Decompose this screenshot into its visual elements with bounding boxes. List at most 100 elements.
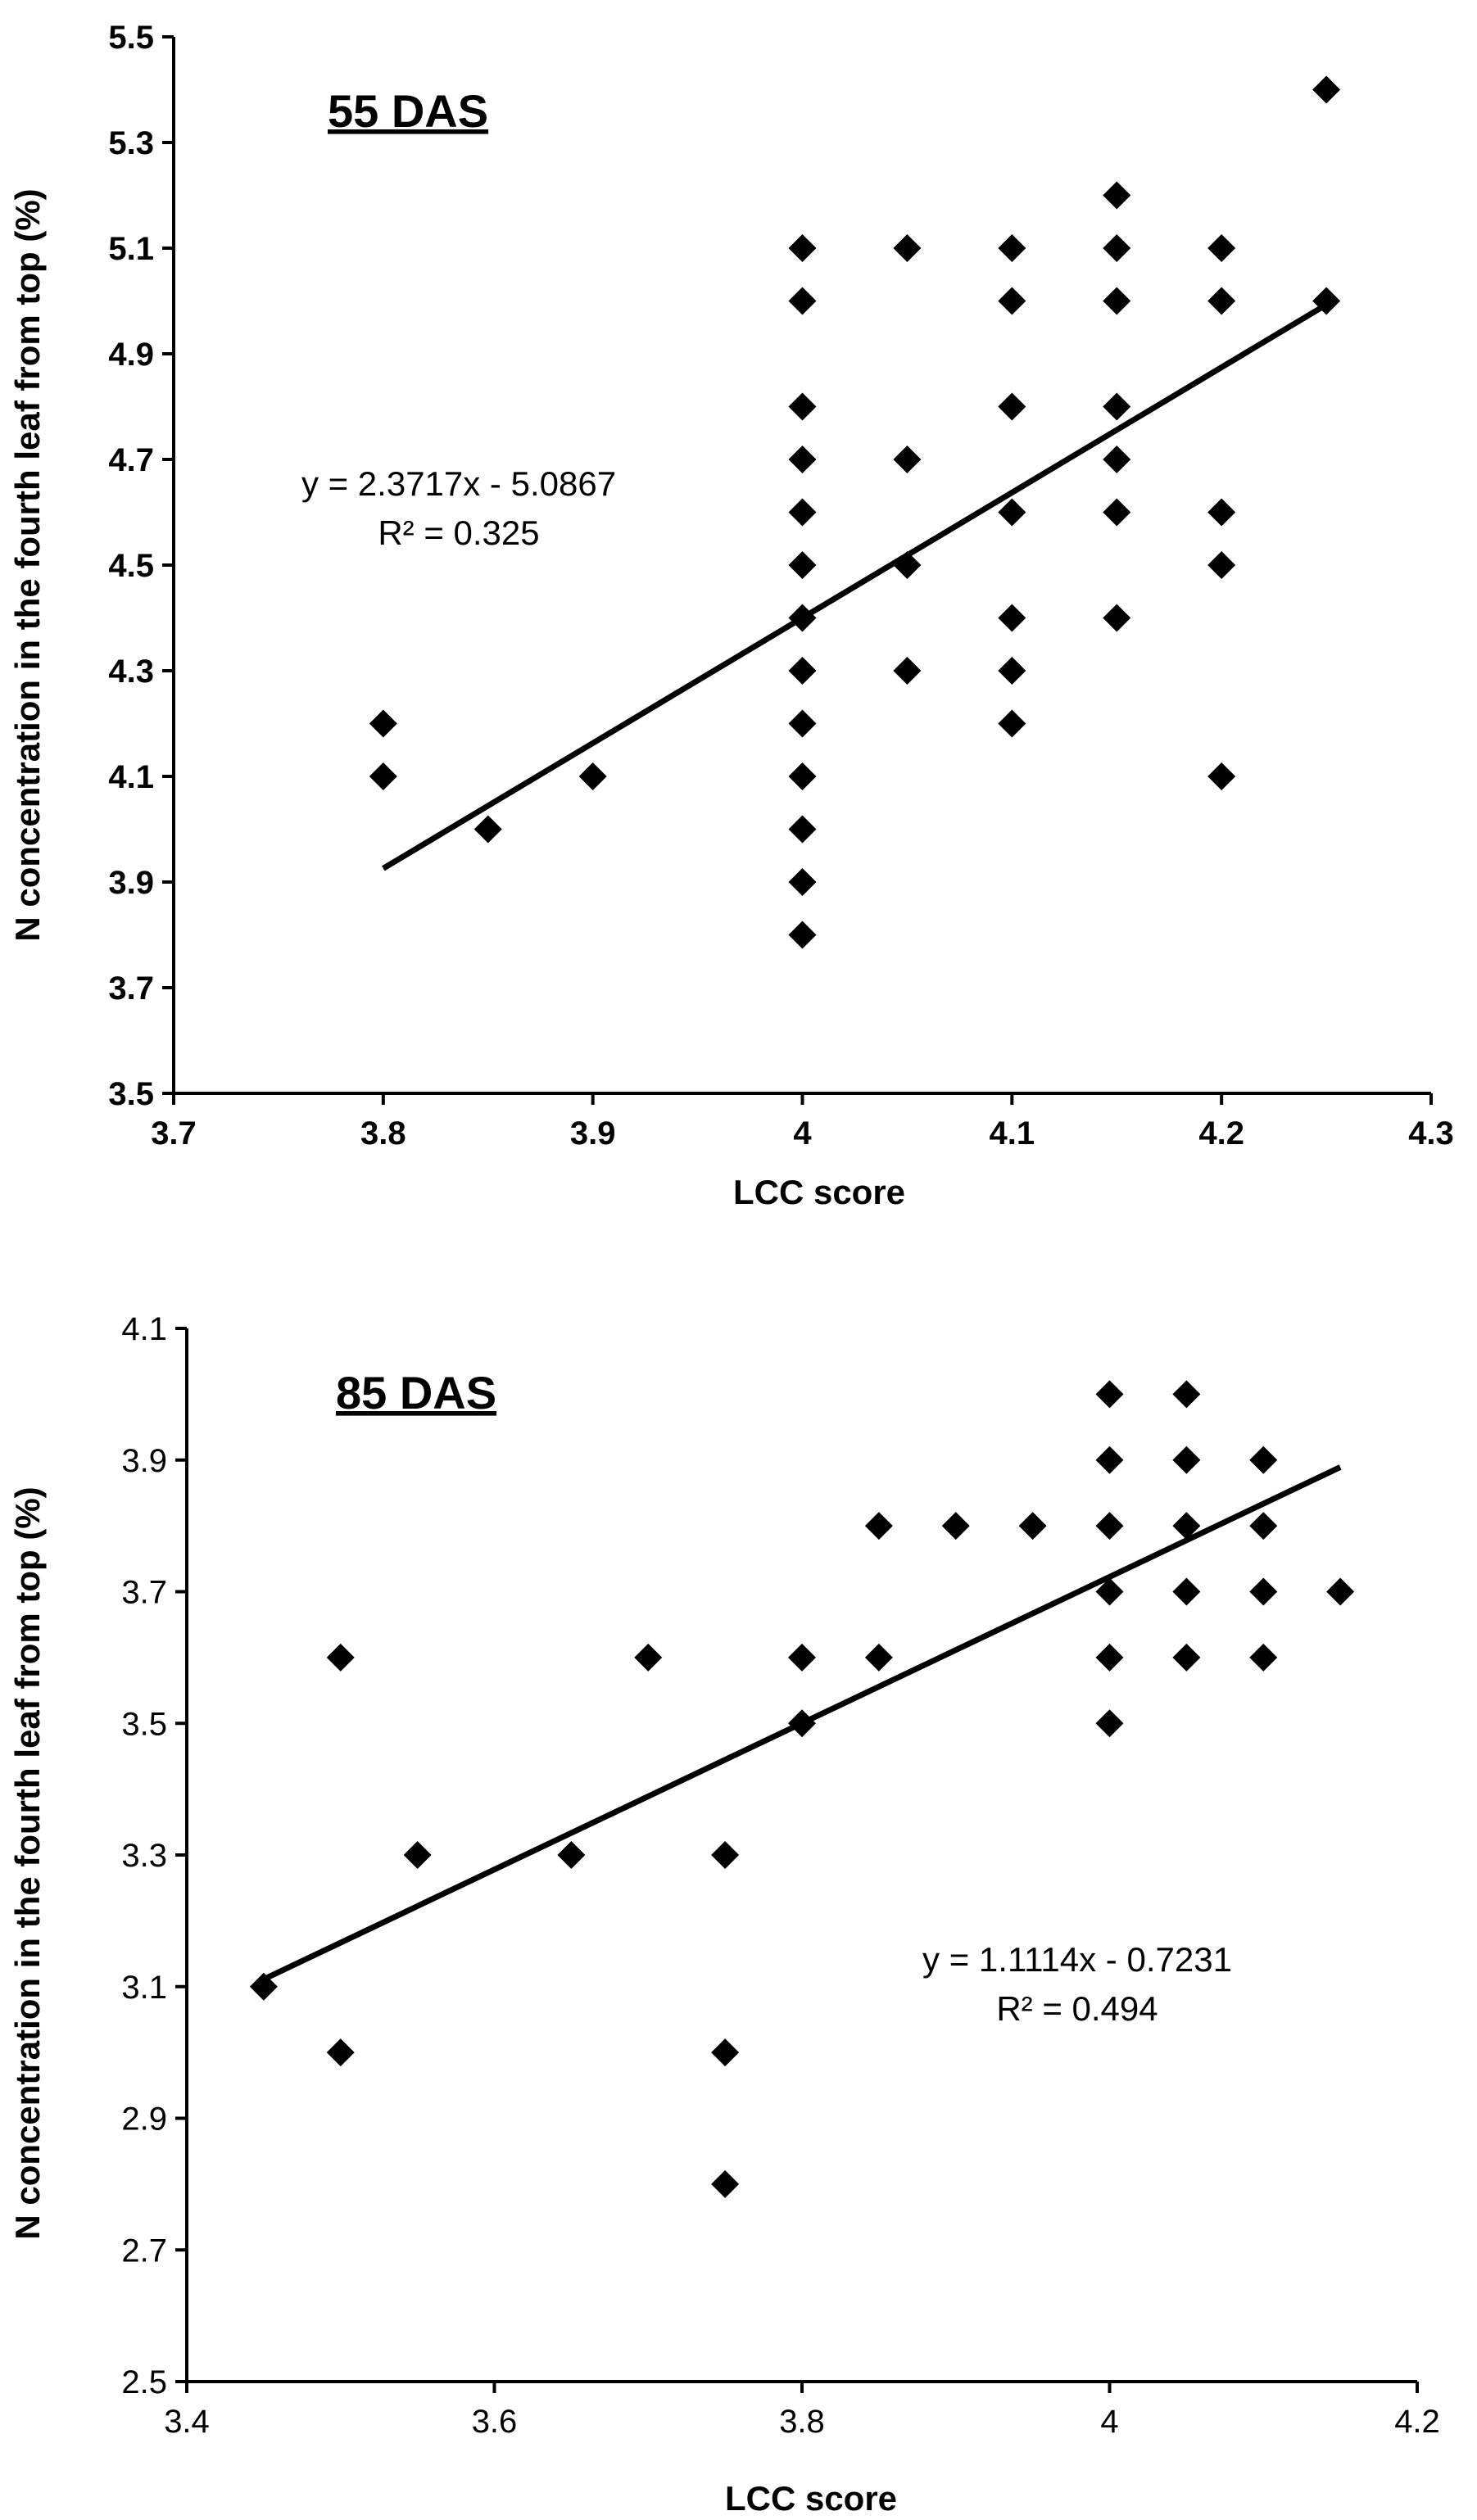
chart-85-das: 3.4 3.6 3.8 4 4.2 2.5 2.7 2.9 3.1 3.3 3.5 3.7 3.9 4.…	[8, 1311, 1440, 2518]
data-point	[1207, 234, 1236, 262]
trendline	[382, 301, 1328, 871]
data-point	[893, 234, 922, 262]
y-tick-label: 5.1	[108, 231, 154, 267]
y-axis-title: N concentration in the fourth leaf from …	[8, 1486, 47, 2239]
x-tick-label: 3.6	[472, 2404, 518, 2440]
data-point	[249, 1972, 278, 2001]
data-point	[788, 657, 817, 685]
data-point	[1172, 1445, 1201, 1474]
x-tick-label: 4	[1100, 2404, 1118, 2440]
data-point	[1249, 1445, 1278, 1474]
y-tick-label: 3.7	[121, 1575, 167, 1611]
data-point	[788, 709, 817, 738]
data-point	[711, 2169, 740, 2198]
data-point	[893, 446, 922, 473]
axes	[185, 1328, 1417, 2383]
data-point	[1103, 392, 1131, 421]
trend-equation: y = 2.3717x - 5.0867	[301, 464, 616, 503]
y-tick-labels: 2.5 2.7 2.9 3.1 3.3 3.5 3.7 3.9 4.1	[121, 1311, 187, 2400]
data-point	[788, 1643, 816, 1672]
data-point	[1207, 498, 1236, 527]
y-tick-label: 4.1	[108, 759, 154, 795]
y-tick-label: 3.3	[121, 1838, 167, 1874]
data-point	[403, 1841, 432, 1869]
data-point	[1103, 181, 1131, 210]
data-point	[893, 657, 922, 685]
data-point	[788, 815, 817, 844]
data-point	[1207, 762, 1236, 790]
data-point	[788, 551, 817, 579]
x-tick-label: 3.7	[151, 1115, 197, 1151]
x-tick-label: 4.2	[1198, 1115, 1244, 1151]
y-tick-label: 3.7	[108, 970, 154, 1007]
data-point	[1095, 1643, 1124, 1672]
panel-label: 55 DAS	[328, 85, 488, 137]
data-point	[1172, 1380, 1201, 1409]
data-point	[1249, 1643, 1278, 1672]
data-point	[634, 1643, 663, 1672]
y-tick-label: 3.5	[108, 1076, 154, 1112]
panel-label: 85 DAS	[336, 1367, 496, 1418]
data-point	[711, 1841, 740, 1869]
trendline	[262, 1464, 1342, 1982]
data-point	[1103, 498, 1131, 527]
y-tick-label: 3.5	[121, 1706, 167, 1742]
data-point	[998, 498, 1026, 527]
data-point	[1249, 1577, 1278, 1606]
data-point	[369, 762, 397, 790]
data-point	[1095, 1512, 1124, 1541]
data-point	[788, 392, 817, 421]
scatter-points	[249, 1380, 1355, 2198]
data-point	[1018, 1512, 1047, 1541]
data-point	[578, 762, 607, 790]
x-tick-labels: 3.7 3.8 3.9 4 4.1 4.2 4.3	[151, 1093, 1454, 1151]
y-tick-label: 5.5	[108, 20, 154, 56]
data-point	[998, 392, 1026, 421]
data-point	[1095, 1380, 1124, 1409]
x-tick-label: 3.8	[779, 2404, 825, 2440]
data-point	[711, 2038, 740, 2067]
data-point	[326, 2038, 355, 2067]
y-tick-label: 3.9	[108, 865, 154, 901]
data-point	[1326, 1577, 1355, 1606]
data-point	[1095, 1445, 1124, 1474]
data-point	[998, 234, 1026, 262]
data-point	[998, 287, 1026, 315]
data-point	[788, 446, 817, 473]
r-squared: R² = 0.325	[378, 514, 539, 552]
data-point	[864, 1512, 893, 1541]
data-point	[1095, 1577, 1124, 1606]
y-tick-label: 4.1	[121, 1311, 167, 1347]
y-tick-label: 4.3	[108, 654, 154, 690]
data-point	[998, 709, 1026, 738]
data-point	[998, 657, 1026, 685]
data-point	[1103, 604, 1131, 632]
scatter-points	[369, 75, 1341, 949]
x-axis-title: LCC score	[733, 1173, 905, 1211]
data-point	[1103, 446, 1131, 473]
x-tick-label: 4	[793, 1115, 812, 1151]
data-point	[1172, 1512, 1201, 1541]
data-point	[1103, 287, 1131, 315]
data-point	[1312, 75, 1341, 104]
y-tick-label: 2.9	[121, 2102, 167, 2138]
data-point	[326, 1643, 355, 1672]
data-point	[1207, 287, 1236, 315]
y-tick-label: 4.5	[108, 548, 154, 584]
x-tick-label: 3.8	[360, 1115, 406, 1151]
data-point	[788, 868, 817, 896]
x-tick-label: 3.9	[570, 1115, 616, 1151]
data-point	[1207, 551, 1236, 579]
r-squared: R² = 0.494	[996, 1989, 1158, 2028]
data-point	[788, 287, 817, 315]
data-point	[557, 1841, 586, 1869]
trend-equation: y = 1.1114x - 0.7231	[922, 1940, 1232, 1979]
y-tick-label: 3.9	[121, 1443, 167, 1479]
data-point	[941, 1512, 970, 1541]
y-tick-label: 4.7	[108, 442, 154, 478]
x-tick-labels: 3.4 3.6 3.8 4 4.2	[164, 2382, 1440, 2440]
chart-55-das: 3.7 3.8 3.9 4 4.1 4.2 4.3 3.53.73.94.14.34.54.…	[8, 20, 1454, 1211]
x-tick-label: 4.3	[1408, 1115, 1454, 1151]
y-tick-label: 2.7	[121, 2233, 167, 2269]
